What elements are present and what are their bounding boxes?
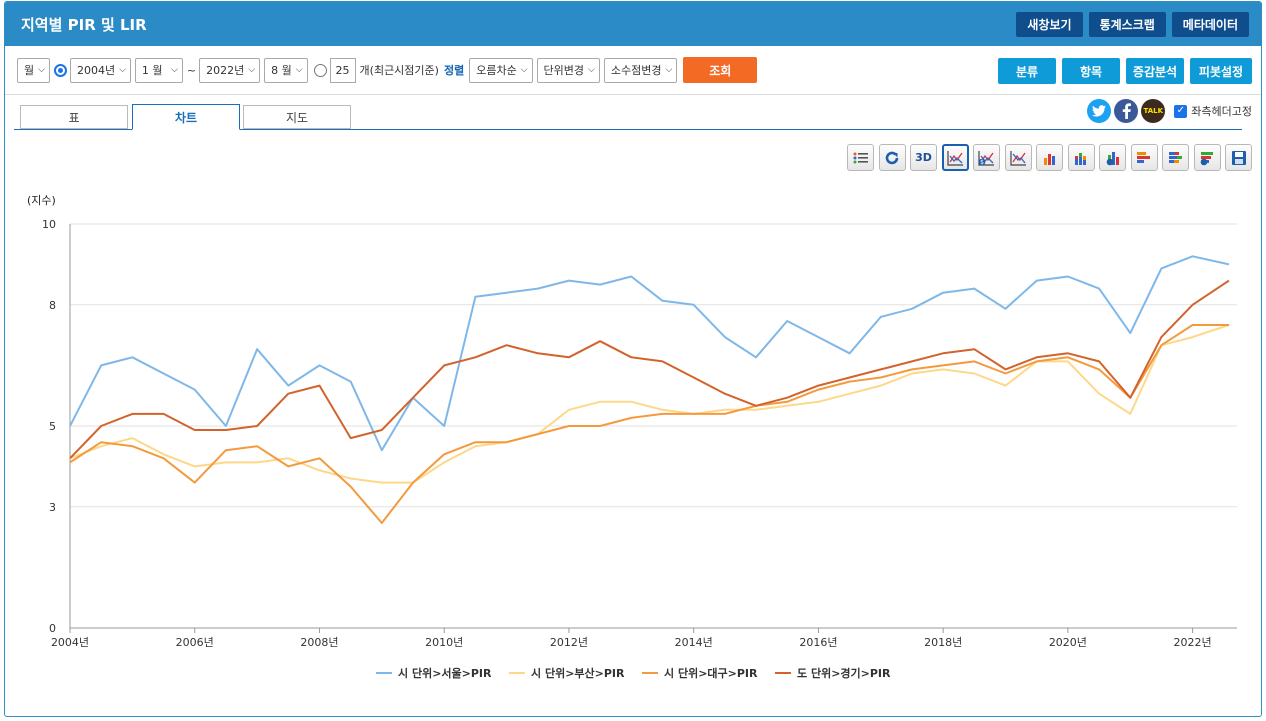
x-tick-label: 2022년 (1174, 636, 1212, 649)
series-line-3 (69, 324, 1229, 524)
facebook-icon[interactable] (1114, 99, 1139, 123)
range-radio[interactable] (53, 63, 67, 77)
stat-scrap-button[interactable]: 통계스크랩 (1088, 11, 1166, 37)
sort-select[interactable]: 오름차순 ⌵ (469, 57, 533, 83)
x-tick-label: 2006년 (176, 636, 214, 649)
x-tick-label: 2004년 (51, 636, 89, 649)
x-tick-label: 2020년 (1049, 636, 1087, 649)
line-chart: (지수) 0 3 5 8 10 2004년 2006년 2008년 2010년 2012년 2014년… (27, 194, 1237, 680)
fix-header-label: 좌측헤더고정 (1191, 105, 1252, 118)
pivot-settings-button[interactable]: 피봇설정 (1190, 58, 1252, 84)
legend-label: 시 단위>서울>PIR (398, 666, 492, 680)
end-year-select[interactable]: 2022년 ⌵ (199, 57, 261, 83)
title-bar: 지역별 PIR 및 LIR 새창보기 통계스크랩 메타데이터 (5, 2, 1261, 46)
y-tick-label: 3 (49, 501, 56, 514)
item-button[interactable]: 항목 (1062, 58, 1120, 84)
3d-label: 3D (915, 151, 932, 164)
chevron-down-icon: ⌵ (295, 65, 303, 75)
right-button-group: 분류 항목 증감분석 피봇설정 (992, 58, 1252, 84)
range-separator: ~ (186, 63, 197, 77)
tab-chart[interactable]: 차트 (132, 104, 240, 130)
legend-label: 도 단위>경기>PIR (797, 666, 891, 680)
chevron-down-icon: ⌵ (119, 65, 126, 75)
svg-text:$: $ (980, 159, 984, 166)
line-chart-icon[interactable] (941, 144, 969, 171)
horizontal-bar-settings-icon[interactable] (1193, 144, 1221, 171)
y-tick-label: 0 (49, 622, 56, 635)
line-chart-alt-icon[interactable] (1004, 144, 1032, 171)
chevron-down-icon: ⌵ (665, 65, 673, 75)
fix-header-checkbox[interactable]: ✓ (1174, 104, 1188, 118)
decimal-change-value: 소수점변경 (610, 64, 662, 77)
y-tick-label: 10 (42, 218, 56, 231)
chevron-down-icon: ⌵ (588, 65, 595, 75)
legend-label: 시 단위>대구>PIR (664, 666, 758, 680)
metadata-button[interactable]: 메타데이터 (1171, 11, 1249, 37)
chart-icon-toolbar: 3D $ (843, 144, 1252, 171)
start-year-value: 2004년 (76, 64, 116, 77)
x-tick-label: 2008년 (300, 636, 338, 649)
sort-value: 오름차순 (476, 64, 517, 77)
x-tick-label: 2018년 (924, 636, 962, 649)
recent-count-input[interactable]: 25 (329, 57, 356, 83)
query-button[interactable]: 조회 (683, 57, 758, 83)
end-month-value: 8 월 (271, 64, 292, 77)
series-line-1 (69, 255, 1230, 452)
x-tick-label: 2012년 (550, 636, 588, 649)
tab-map[interactable]: 지도 (243, 105, 351, 129)
kakaotalk-label: TALK (1143, 107, 1164, 115)
view-tabs: 표 차트 지도 (14, 104, 1242, 130)
y-tick-label: 5 (49, 420, 56, 433)
kakaotalk-icon[interactable]: TALK (1141, 99, 1166, 123)
chevron-down-icon: ⌵ (520, 65, 528, 75)
stacked-horizontal-bar-icon[interactable] (1162, 144, 1189, 171)
y-axis-label: (지수) (27, 194, 56, 207)
query-toolbar: 월 ⌵ 2004년 ⌵ 1 월 ⌵ ~ 2022년 ⌵ 8 월 ⌵ 25 개(최근시점기준… (5, 46, 1261, 95)
end-month-select[interactable]: 8 월 ⌵ (264, 57, 308, 83)
series-line-4 (69, 279, 1230, 459)
chevron-down-icon: ⌵ (248, 65, 256, 75)
end-year-value: 2022년 (206, 64, 245, 77)
refresh-icon[interactable] (878, 144, 906, 171)
change-analysis-button[interactable]: 증감분석 (1126, 58, 1184, 84)
period-select[interactable]: 월 ⌵ (17, 57, 50, 83)
tab-table[interactable]: 표 (20, 105, 128, 129)
new-window-button[interactable]: 새창보기 (1016, 11, 1083, 37)
unit-change-value: 단위변경 (543, 64, 585, 77)
social-bar: TALK ✓ 좌측헤더고정 (1087, 99, 1252, 123)
3d-icon[interactable]: 3D (910, 144, 937, 171)
legend-label: 시 단위>부산>PIR (531, 666, 625, 680)
chevron-down-icon: ⌵ (171, 65, 178, 75)
recent-count-radio[interactable] (313, 63, 327, 77)
chevron-down-icon: ⌵ (38, 65, 45, 75)
x-tick-label: 2014년 (675, 636, 713, 649)
start-month-select[interactable]: 1 월 ⌵ (134, 57, 183, 83)
series-line-2 (69, 324, 1230, 484)
twitter-icon[interactable] (1087, 99, 1112, 123)
save-icon[interactable] (1225, 144, 1252, 171)
horizontal-bar-icon[interactable] (1130, 144, 1158, 171)
classification-button[interactable]: 분류 (998, 58, 1056, 84)
bar-chart-icon[interactable] (1036, 144, 1063, 171)
recent-count-label: 개(최근시점기준) (359, 64, 439, 77)
x-tick-label: 2010년 (425, 636, 463, 649)
bar-chart-settings-icon[interactable] (1099, 144, 1126, 171)
x-tick-label: 2016년 (799, 636, 837, 649)
sort-label: 정렬 (443, 64, 465, 77)
period-value: 월 (24, 64, 35, 77)
unit-change-select[interactable]: 단위변경 ⌵ (536, 57, 600, 83)
legend-list-icon[interactable] (847, 144, 874, 171)
y-tick-label: 8 (49, 299, 56, 312)
start-month-value: 1 월 (141, 64, 163, 77)
decimal-change-select[interactable]: 소수점변경 ⌵ (603, 57, 678, 83)
line-chart-dollar-icon[interactable]: $ (973, 144, 1000, 171)
start-year-select[interactable]: 2004년 ⌵ (69, 57, 131, 83)
stacked-bar-icon[interactable] (1067, 144, 1095, 171)
page-title: 지역별 PIR 및 LIR (21, 15, 147, 34)
